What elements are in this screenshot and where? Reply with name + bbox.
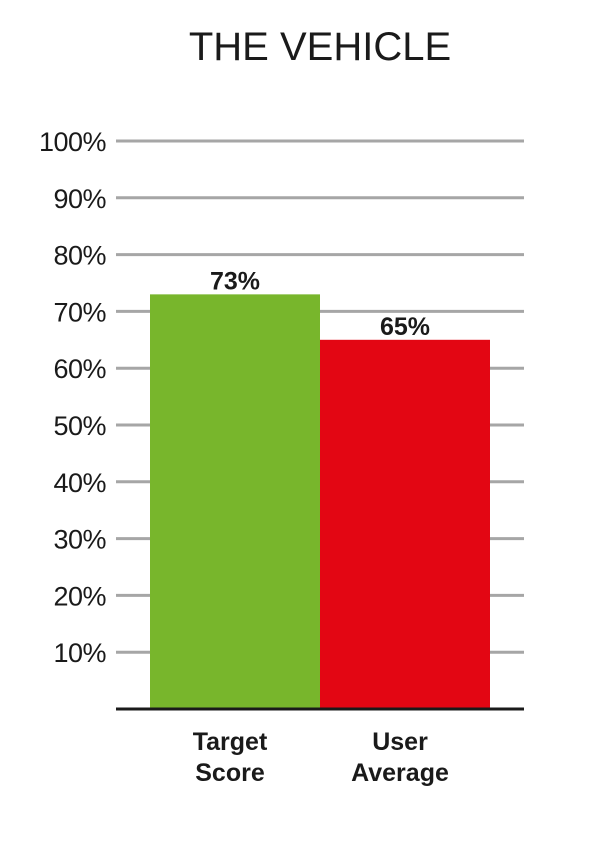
bar (320, 339, 490, 709)
y-axis-tick-labels: 10% 20% 30% 40% 50% 60% 70% 80% 90% 100% (39, 127, 107, 668)
category-label: User (372, 728, 428, 756)
data-labels: 73% 65% (210, 267, 430, 340)
chart-title: THE VEHICLE (189, 25, 451, 69)
y-tick-label: 50% (53, 411, 106, 441)
y-tick-label: 70% (53, 297, 106, 327)
y-tick-label: 40% (53, 468, 106, 498)
y-tick-label: 30% (53, 525, 106, 555)
y-tick-label: 20% (53, 581, 106, 611)
data-label: 65% (380, 313, 430, 341)
category-label: Score (195, 759, 265, 787)
y-tick-label: 80% (53, 241, 106, 271)
category-label: Average (351, 759, 449, 787)
y-tick-label: 90% (53, 184, 106, 214)
y-tick-label: 10% (53, 638, 106, 668)
category-label: Target (193, 728, 268, 756)
category-labels: Target Score User Average (193, 728, 449, 787)
bars (150, 294, 490, 709)
y-tick-label: 60% (53, 354, 106, 384)
y-tick-label: 100% (39, 127, 107, 157)
bar (150, 294, 320, 709)
data-label: 73% (210, 267, 260, 295)
